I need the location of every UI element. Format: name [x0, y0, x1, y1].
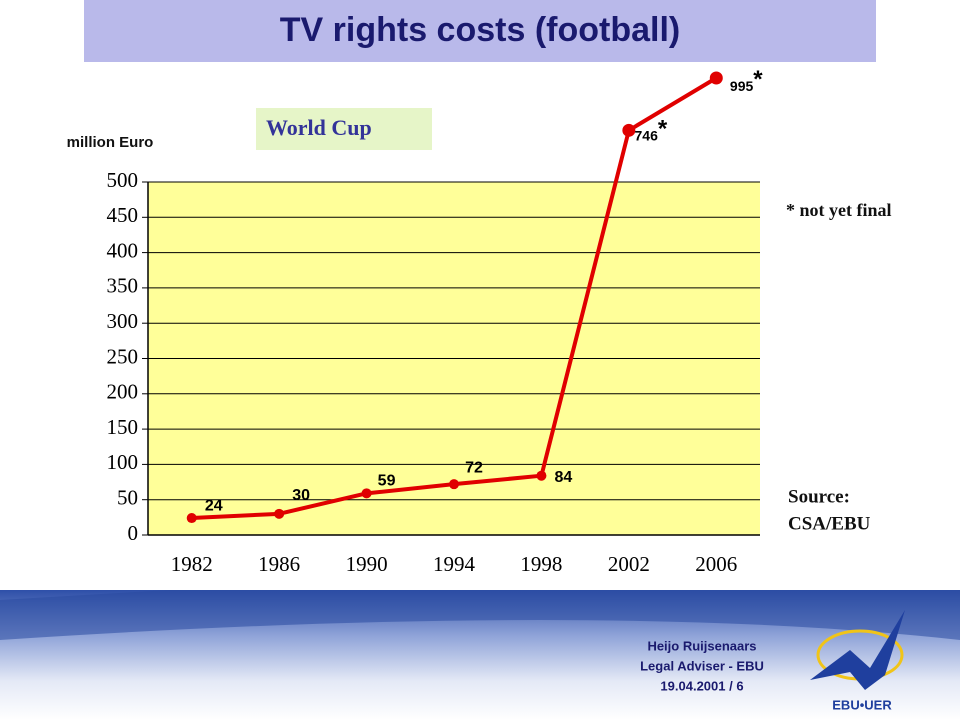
plot: 0 50 100 150 200 250 300 350 400 450 500 1982 1986 19… [107, 66, 764, 575]
x-tick-label: 1986 [258, 552, 300, 576]
y-tick-label: 350 [107, 274, 139, 298]
x-tick-label: 1990 [346, 552, 388, 576]
note: * not yet final [786, 200, 892, 220]
data-point [709, 71, 723, 85]
x-tick-label: 2002 [608, 552, 650, 576]
source-label: Source: [788, 486, 850, 507]
source-text: CSA/EBU [788, 513, 871, 534]
x-tick-label: 2006 [695, 552, 737, 576]
x-tick-label: 1982 [171, 552, 213, 576]
data-label: 59 [378, 473, 396, 490]
logo-mark [810, 610, 905, 690]
y-tick-label: 50 [117, 486, 138, 510]
y-tick-label: 250 [107, 344, 139, 368]
y-tick-label: 100 [107, 450, 139, 474]
y-tick-label: 300 [107, 309, 139, 333]
footer-line: Legal Adviser - EBU [640, 658, 764, 673]
data-label: 84 [555, 469, 573, 486]
footer-line: 19.04.2001 / 6 [660, 678, 743, 693]
data-point [536, 470, 547, 481]
data-label: 995* [730, 66, 763, 93]
x-tick-label: 1998 [520, 552, 562, 576]
data-label: 24 [205, 497, 223, 514]
y-axis-label: million Euro [67, 134, 154, 151]
data-point [186, 513, 197, 524]
y-tick-label: 450 [107, 203, 139, 227]
data-point [274, 508, 285, 519]
y-tick-label: 400 [107, 238, 139, 262]
footer: Heijo Ruijsenaars Legal Adviser - EBU 19… [0, 590, 960, 720]
logo-text: EBU•UER [832, 697, 892, 712]
x-tick-label: 1994 [433, 552, 476, 576]
data-label: 30 [292, 487, 310, 504]
y-tick-label: 150 [107, 415, 139, 439]
chart-title: TV rights costs (football) [280, 11, 680, 49]
annotation: World Cup [266, 115, 372, 140]
data-point [622, 123, 636, 137]
title-banner [84, 0, 876, 62]
y-tick-label: 0 [128, 521, 139, 545]
data-point [361, 488, 372, 499]
logo: EBU•UER [810, 610, 905, 712]
data-point [449, 479, 459, 490]
y-tick-label: 500 [107, 168, 139, 192]
footer-line: Heijo Ruijsenaars [647, 638, 756, 653]
data-label: 72 [465, 459, 483, 476]
y-tick-label: 200 [107, 380, 139, 404]
annotation-box [256, 108, 432, 150]
data-label: 746* [635, 116, 668, 143]
footer-wave [0, 590, 960, 640]
